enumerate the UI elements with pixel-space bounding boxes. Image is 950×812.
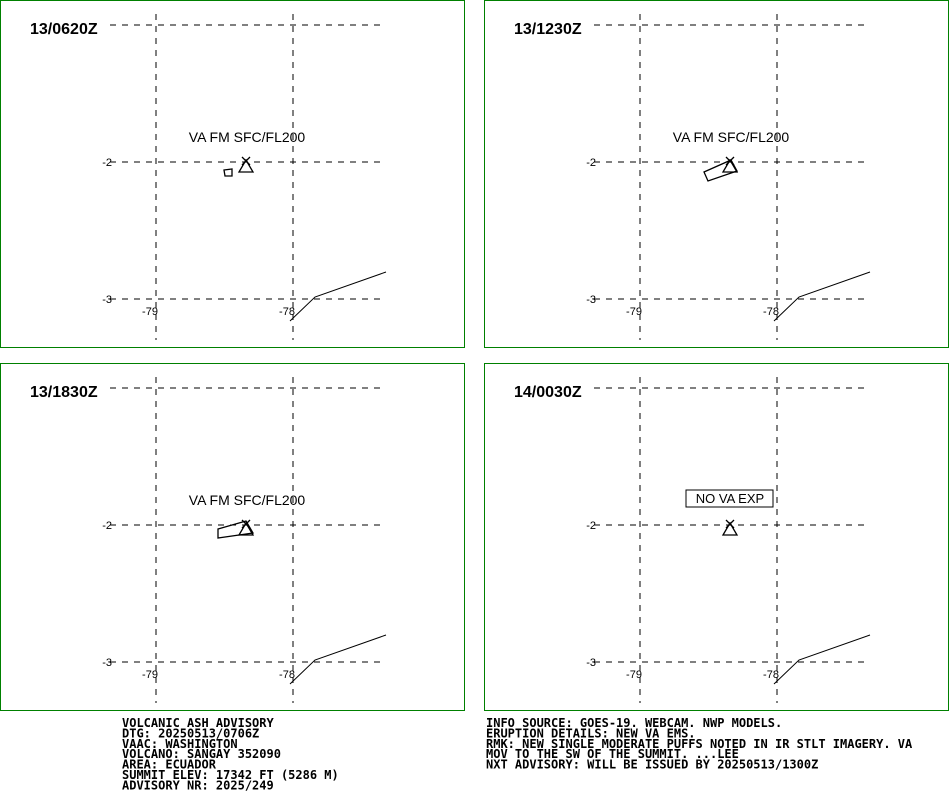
- advisory-line: SUMMIT ELEV: 17342 FT (5286 M): [122, 768, 339, 782]
- summit-mark: [725, 519, 735, 529]
- volcano-symbol: [721, 521, 739, 536]
- ash-label: VA FM SFC/FL200: [673, 129, 790, 145]
- volcano-symbol: [237, 158, 255, 173]
- coastline: [289, 271, 387, 322]
- no-ash-label: NO VA EXP: [696, 491, 764, 506]
- map-panel: -2 -3 -79 -78 14/0030Z NO VA EXP: [484, 363, 949, 711]
- lat-label: -2: [586, 157, 596, 169]
- ash-cloud: [223, 168, 233, 177]
- valid-time: 13/1830Z: [30, 384, 98, 401]
- advisory-line: VOLCANO: SANGAY 352090: [122, 747, 281, 761]
- ash-cloud: [217, 520, 255, 539]
- lat-label: -2: [102, 520, 112, 532]
- advisory-line: RMK: NEW SINGLE MODERATE PUFFS NOTED IN …: [486, 737, 913, 751]
- lat-label: -2: [102, 157, 112, 169]
- lon-label: -79: [142, 306, 158, 318]
- advisory-line: NXT ADVISORY: WILL BE ISSUED BY 20250513…: [486, 758, 818, 772]
- lon-label: -78: [279, 669, 295, 681]
- coastline: [773, 271, 871, 322]
- advisory-line: INFO SOURCE: GOES-19. WEBCAM. NWP MODELS…: [486, 716, 782, 730]
- lon-label: -79: [626, 669, 642, 681]
- valid-time: 13/1230Z: [514, 21, 582, 38]
- advisory-line: ADVISORY NR: 2025/249: [122, 778, 274, 792]
- map-panel: -2 -3 -79 -78 13/1230Z VA FM SFC/FL200: [484, 0, 949, 348]
- advisory-line: VOLCANIC ASH ADVISORY: [122, 716, 274, 730]
- advisory-line: VAAC: WASHINGTON: [122, 737, 238, 751]
- lon-label: -78: [279, 306, 295, 318]
- ash-label: VA FM SFC/FL200: [189, 129, 306, 145]
- lon-label: -78: [763, 669, 779, 681]
- lat-label: -3: [586, 294, 596, 306]
- advisory-line: AREA: ECUADOR: [122, 758, 217, 772]
- lon-label: -79: [626, 306, 642, 318]
- panel-border: [0, 363, 465, 711]
- advisory-line: DTG: 20250513/0706Z: [122, 726, 259, 740]
- map-panel: -2 -3 -79 -78 13/0620Z VA FM SFC/FL200: [0, 0, 465, 348]
- lat-label: -3: [586, 657, 596, 669]
- volcano-symbol: [237, 521, 255, 536]
- volcano-symbol: [721, 158, 739, 173]
- advisory-line: ERUPTION DETAILS: NEW VA EMS.: [486, 726, 696, 740]
- lat-label: -3: [102, 294, 112, 306]
- lon-label: -78: [763, 306, 779, 318]
- panel-border: [0, 0, 465, 348]
- valid-time: 13/0620Z: [30, 21, 98, 38]
- advisory-line: MOV TO THE SW OF THE SUMMIT. ...LEE: [486, 747, 739, 761]
- map-panel: -2 -3 -79 -78 13/1830Z VA FM SFC/FL200: [0, 363, 465, 711]
- ash-cloud: [703, 159, 738, 182]
- label-box: [685, 489, 774, 508]
- coastline: [289, 634, 387, 685]
- coastline: [773, 634, 871, 685]
- panel-border: [484, 363, 949, 711]
- valid-time: 14/0030Z: [514, 384, 582, 401]
- lon-label: -79: [142, 669, 158, 681]
- panel-border: [484, 0, 949, 348]
- summit-mark: [241, 156, 251, 166]
- lat-label: -2: [586, 520, 596, 532]
- ash-label: VA FM SFC/FL200: [189, 492, 306, 508]
- lat-label: -3: [102, 657, 112, 669]
